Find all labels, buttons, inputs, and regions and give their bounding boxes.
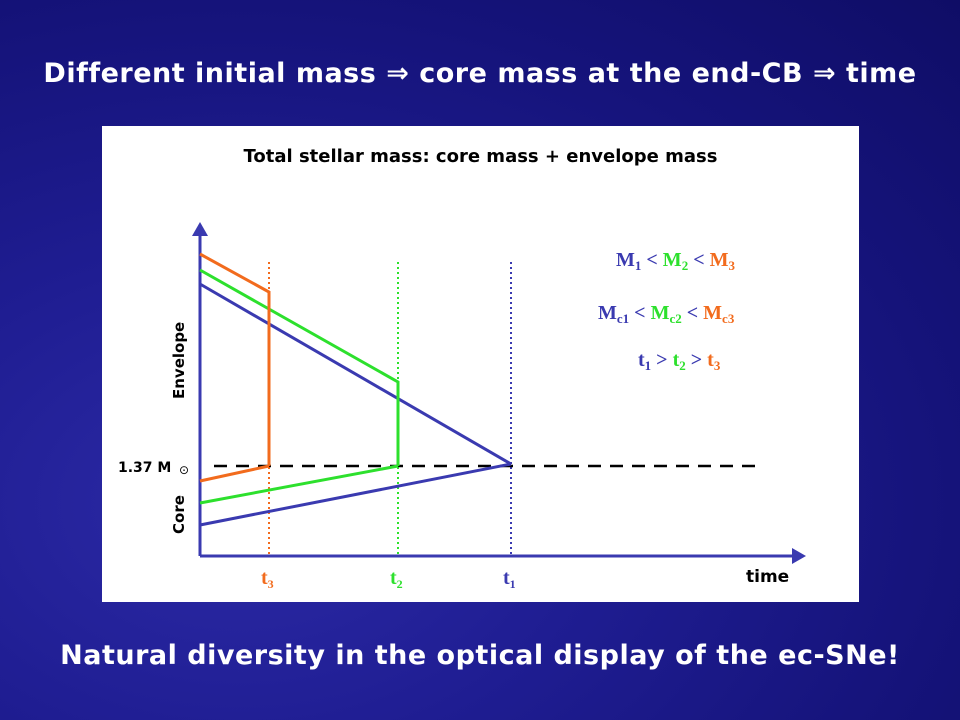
slide-title: Different initial mass ⇒ core mass at th… xyxy=(43,58,917,89)
t-label-2: t2 xyxy=(390,567,403,591)
star3-envelope-line xyxy=(199,252,271,466)
solar-symbol-icon: ⊙ xyxy=(179,463,189,477)
star1-envelope-line xyxy=(199,282,512,466)
y-label-core: Core xyxy=(170,495,188,534)
t-label-3: t3 xyxy=(261,567,274,591)
panel-title: Total stellar mass: core mass + envelope… xyxy=(243,146,718,167)
relation-time: t1 > t2 > t3 xyxy=(638,349,721,373)
diagram-panel: Total stellar mass: core mass + envelope… xyxy=(102,126,859,602)
t-label-1: t1 xyxy=(503,567,516,591)
t-labels: t3 t2 t1 xyxy=(261,567,516,591)
star3-core-line xyxy=(199,464,270,483)
slide-footer: Natural diversity in the optical display… xyxy=(60,640,900,671)
star2-envelope-line xyxy=(199,268,400,466)
threshold-label: 1.37 M xyxy=(118,460,171,476)
x-axis-arrow xyxy=(792,548,806,564)
mass-evolution-diagram: Envelope Core 1.37 M ⊙ time t3 t2 t1 M1 < … xyxy=(118,222,806,591)
star1-core-line xyxy=(199,462,512,527)
relation-mass: M1 < M2 < M3 xyxy=(616,249,735,273)
relations-legend: M1 < M2 < M3 Mc1 < Mc2 < Mc3 t1 > t2 > t3 xyxy=(598,249,735,373)
x-label-time: time xyxy=(746,567,789,587)
relation-core: Mc1 < Mc2 < Mc3 xyxy=(598,302,735,326)
star2-core-line xyxy=(199,464,399,505)
y-label-envelope: Envelope xyxy=(170,322,188,399)
y-axis-arrow xyxy=(192,222,208,236)
